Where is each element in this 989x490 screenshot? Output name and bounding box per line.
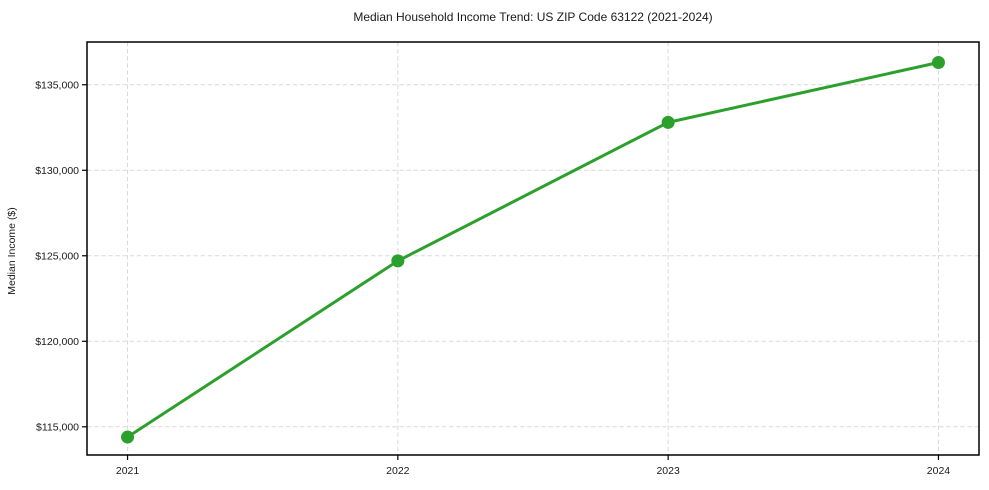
data-point-marker <box>121 430 135 444</box>
x-tick-label: 2022 <box>386 465 410 477</box>
chart-title: Median Household Income Trend: US ZIP Co… <box>353 10 712 24</box>
data-point-marker <box>661 115 675 129</box>
y-tick-label: $130,000 <box>35 165 79 177</box>
y-tick-label: $125,000 <box>35 251 79 263</box>
data-point-marker <box>931 56 945 70</box>
plot-area: 2021 2022 2023 2024 $115,000 $120,000 $125,000… <box>35 41 980 477</box>
y-tick-label: $115,000 <box>36 422 79 434</box>
x-tick-label: 2021 <box>116 465 140 477</box>
data-point-marker <box>391 254 405 268</box>
trend-line <box>126 61 940 439</box>
x-tick-label: 2024 <box>927 465 951 477</box>
plot-border <box>86 41 980 456</box>
y-tick-label: $135,000 <box>35 80 79 92</box>
x-tick-label: 2023 <box>656 465 680 477</box>
y-tick-label: $120,000 <box>35 336 79 348</box>
y-axis-label: Median Income ($) <box>6 207 18 295</box>
